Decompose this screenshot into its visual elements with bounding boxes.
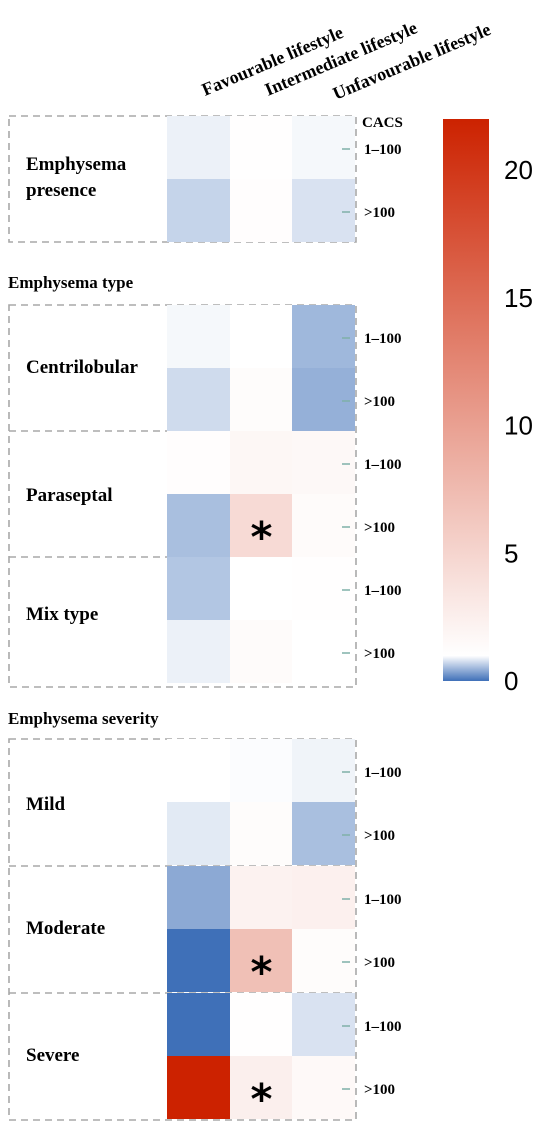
heatmap-cell — [230, 179, 293, 242]
heatmap-cell — [167, 494, 230, 557]
heatmap-cell — [167, 929, 230, 992]
row-ticks — [342, 148, 350, 1090]
section-title-severity: Emphysema severity — [8, 709, 159, 728]
row-label: >100 — [364, 205, 395, 221]
heatmap-cell — [167, 557, 230, 620]
heatmap-cell — [167, 431, 230, 494]
row-labels: 1–100 >100 1–100 >100 1–100 >100 1–100 >100 1–10… — [364, 142, 402, 1098]
heatmap-cell — [292, 368, 355, 431]
heatmap-cell — [292, 802, 355, 865]
group-labels: Emphysema presence Centrilobular Parasep… — [26, 154, 138, 1066]
heatmap-cell — [230, 929, 293, 992]
heatmap-cell — [292, 179, 355, 242]
row-label: 1–100 — [364, 142, 402, 158]
row-label: 1–100 — [364, 892, 402, 908]
heatmap-cell — [230, 802, 293, 865]
heatmap-cell — [230, 305, 293, 368]
heatmap-cell — [167, 116, 230, 179]
heatmap-cell — [230, 993, 293, 1056]
heatmap-cell — [167, 866, 230, 929]
row-label: >100 — [364, 955, 395, 971]
colorbar — [443, 119, 489, 681]
heatmap-cell — [230, 557, 293, 620]
colorbar-tick-label: 20 — [504, 155, 533, 185]
row-label: 1–100 — [364, 331, 402, 347]
row-label: >100 — [364, 520, 395, 536]
heatmap-cell — [167, 368, 230, 431]
heatmap-cell — [167, 620, 230, 683]
group-label-paraseptal: Paraseptal — [26, 485, 113, 506]
column-labels: Favourable lifestyle Intermediate lifest… — [199, 17, 494, 103]
significance-marker: * — [251, 948, 273, 997]
group-label-severe: Severe — [26, 1045, 79, 1066]
colorbar-ticks: 0 5 10 15 20 — [504, 155, 533, 696]
heatmap-cell — [230, 116, 293, 179]
heatmap-cell — [167, 1056, 230, 1119]
heatmap-cell — [230, 494, 293, 557]
heatmap-cell — [292, 305, 355, 368]
heatmap-cell — [292, 116, 355, 179]
significance-marker: * — [251, 513, 273, 562]
heatmap-cell — [292, 866, 355, 929]
colorbar-tick-label: 0 — [504, 666, 518, 696]
group-label-line: presence — [26, 180, 96, 201]
heatmap-cell — [230, 739, 293, 802]
heatmap-cell — [292, 739, 355, 802]
row-label: 1–100 — [364, 765, 402, 781]
heatmap-cell — [292, 993, 355, 1056]
heatmap-cell — [167, 802, 230, 865]
row-label: >100 — [364, 646, 395, 662]
heatmap-cells — [167, 116, 355, 1119]
group-label-line: Emphysema — [26, 154, 127, 175]
heatmap-cell — [292, 494, 355, 557]
heatmap-cell — [167, 305, 230, 368]
row-label: 1–100 — [364, 1019, 402, 1035]
colorbar-tick-label: 5 — [504, 538, 518, 568]
row-label: 1–100 — [364, 457, 402, 473]
cacs-header: CACS — [362, 115, 403, 131]
heatmap-cell — [167, 993, 230, 1056]
section-title-type: Emphysema type — [8, 273, 134, 292]
row-label: >100 — [364, 394, 395, 410]
significance-marker: * — [251, 1075, 273, 1124]
heatmap-cell — [230, 620, 293, 683]
row-label: 1–100 — [364, 583, 402, 599]
heatmap-cell — [230, 866, 293, 929]
heatmap-cell — [292, 929, 355, 992]
heatmap-cell — [167, 739, 230, 802]
heatmap-cell — [230, 368, 293, 431]
group-label-moderate: Moderate — [26, 918, 105, 939]
heatmap-cell — [167, 179, 230, 242]
group-label-centrilobular: Centrilobular — [26, 357, 138, 378]
heatmap-cell — [292, 557, 355, 620]
heatmap-cell — [292, 620, 355, 683]
heatmap-cell — [292, 431, 355, 494]
colorbar-tick-label: 10 — [504, 411, 533, 441]
group-label-mild: Mild — [26, 794, 65, 815]
significance-markers: * * * — [251, 513, 273, 1124]
group-label-emphysema-presence: Emphysema presence — [26, 154, 131, 201]
heatmap-cell — [230, 431, 293, 494]
row-label: >100 — [364, 828, 395, 844]
colorbar-tick-label: 15 — [504, 283, 533, 313]
group-label-mix-type: Mix type — [26, 604, 98, 625]
heatmap-cell — [230, 1056, 293, 1119]
heatmap-cell — [292, 1056, 355, 1119]
row-label: >100 — [364, 1082, 395, 1098]
